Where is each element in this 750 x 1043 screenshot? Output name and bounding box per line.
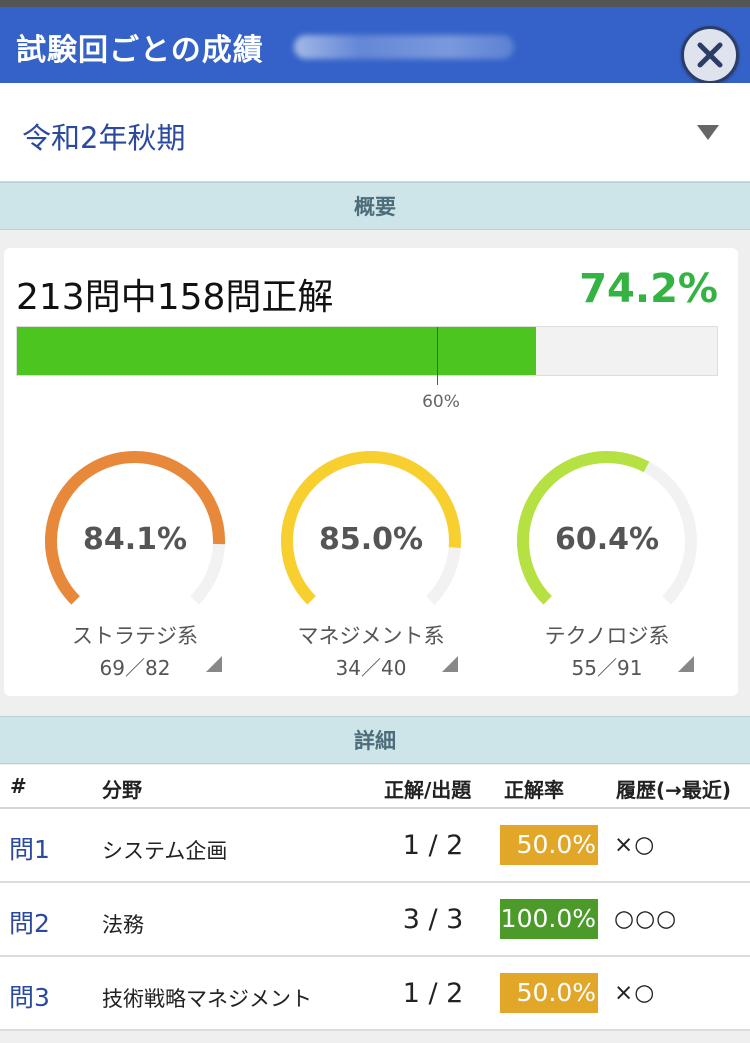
overview-section-header: 概要 (0, 182, 750, 230)
corner-triangle-icon (206, 656, 222, 672)
gauge-strategy[interactable]: 84.1% ストラテジ系 69／82 (30, 444, 240, 694)
column-header-num: # (10, 774, 27, 798)
gauge-category-name: マネジメント系 (297, 624, 445, 648)
field-name: 法務 (102, 913, 144, 937)
rate-badge: 50.0% (500, 973, 598, 1013)
blurred-username (294, 35, 514, 59)
column-header-rate: 正解率 (504, 778, 564, 802)
exam-session-value: 令和2年秋期 (22, 121, 186, 155)
gauge-score: 55／91 (571, 656, 643, 680)
gauge-ring (517, 451, 697, 605)
gauge-category-name: テクノロジ系 (544, 624, 670, 648)
gauge-ring (45, 451, 225, 605)
gauge-percent: 85.0% (318, 522, 424, 557)
exam-session-select[interactable]: 令和2年秋期 (0, 83, 750, 182)
corner-triangle-icon (678, 656, 694, 672)
field-name: 技術戦略マネジメント (102, 987, 312, 1011)
corner-triangle-icon (442, 656, 458, 672)
gauge-percent: 60.4% (554, 522, 660, 557)
question-link[interactable]: 問2 (9, 909, 50, 938)
overall-progress-bar (16, 326, 718, 385)
gauge-percent: 84.1% (82, 522, 188, 557)
column-header-field: 分野 (102, 778, 142, 802)
rate-badge: 50.0% (500, 825, 598, 865)
close-button[interactable] (681, 26, 739, 84)
table-row: 問2 法務 3 / 3 100.0% ○○○ (0, 883, 750, 957)
table-row: 問1 システム企画 1 / 2 50.0% ×○ (0, 809, 750, 883)
correct-total: 3 / 3 (402, 904, 464, 935)
gauge-ring (281, 451, 461, 605)
answer-history: ×○ (614, 832, 656, 858)
close-icon (697, 42, 723, 68)
answer-history: ○○○ (614, 906, 678, 932)
overall-summary: 213問中158問正解 (16, 277, 334, 318)
answer-history: ×○ (614, 980, 656, 1006)
correct-total: 1 / 2 (402, 978, 464, 1009)
field-name: システム企画 (102, 839, 228, 863)
details-section-header: 詳細 (0, 716, 750, 764)
rate-badge: 100.0% (500, 899, 598, 939)
overview-card: 213問中158問正解 74.2% 60% 84.1% ストラテジ系 69／82… (4, 248, 738, 696)
page-title: 試験回ごとの成績 (16, 33, 264, 68)
question-link[interactable]: 問1 (9, 835, 50, 864)
gauge-technology[interactable]: 60.4% テクノロジ系 55／91 (502, 444, 712, 694)
gauge-score: 69／82 (99, 656, 171, 680)
pass-line-label: 60% (422, 392, 460, 412)
column-header-correct-total: 正解/出題 (384, 778, 472, 802)
pass-line-marker (437, 327, 438, 385)
status-bar-edge (0, 0, 750, 7)
question-link[interactable]: 問3 (9, 983, 50, 1012)
gauge-score: 34／40 (335, 656, 407, 680)
app-header: 試験回ごとの成績 (0, 7, 750, 84)
overall-progress-fill (17, 327, 537, 375)
chevron-down-icon (697, 125, 719, 140)
gauge-management[interactable]: 85.0% マネジメント系 34／40 (266, 444, 476, 694)
details-table-header: # 分野 正解/出題 正解率 履歴(→最近) (0, 765, 750, 809)
table-row: 問3 技術戦略マネジメント 1 / 2 50.0% ×○ (0, 957, 750, 1031)
gauge-category-name: ストラテジ系 (72, 624, 198, 648)
correct-total: 1 / 2 (402, 830, 464, 861)
column-header-history: 履歴(→最近) (616, 778, 732, 802)
overall-rate: 74.2% (579, 266, 718, 312)
